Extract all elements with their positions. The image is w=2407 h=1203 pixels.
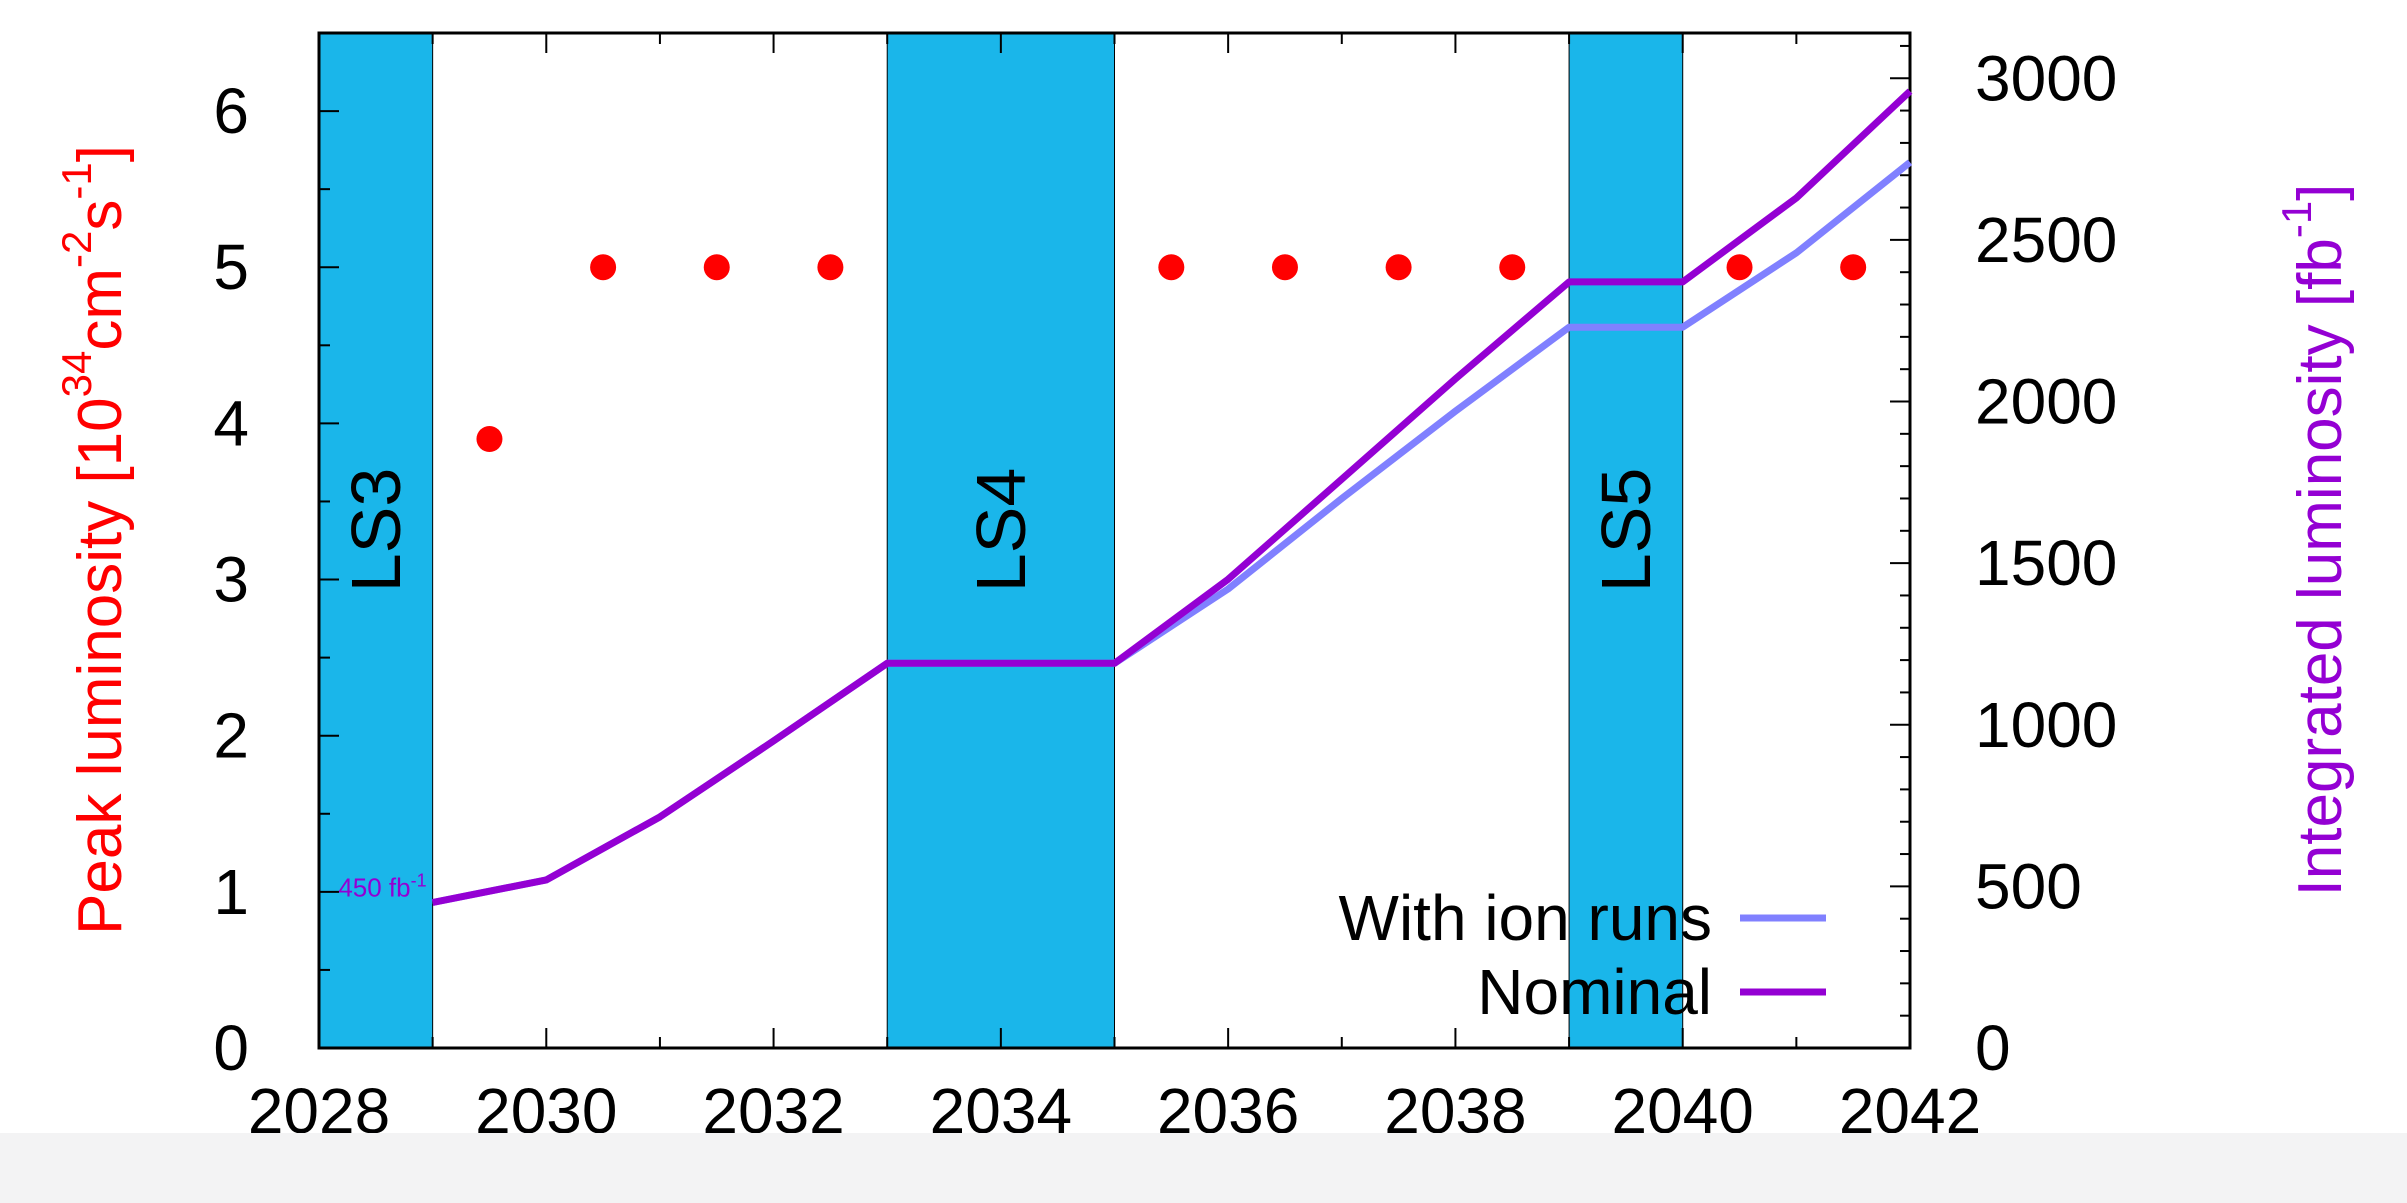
peak-point xyxy=(1726,254,1753,281)
y-left-tick-label: 6 xyxy=(213,75,249,147)
bottom-strip xyxy=(0,1133,2407,1203)
y-right-tick-label: 2500 xyxy=(1975,204,2117,276)
peak-point xyxy=(1499,254,1526,281)
y-left-tick-label: 3 xyxy=(213,544,249,616)
y-left-tick-label: 4 xyxy=(213,387,249,459)
shutdown-band-ls4 xyxy=(886,32,1116,1049)
y-right-tick-label: 1000 xyxy=(1975,689,2117,761)
peak-point xyxy=(1385,254,1412,281)
y-right-tick-label: 2000 xyxy=(1975,366,2117,438)
y-left-tick-label: 0 xyxy=(213,1012,249,1084)
y-left-tick-label: 2 xyxy=(213,700,249,772)
legend-label-nominal: Nominal xyxy=(1477,956,1712,1028)
shutdown-label-ls3: LS3 xyxy=(337,468,415,593)
y-left-tick-label: 5 xyxy=(213,231,249,303)
y-right-axis-title: Integrated luminosity [fb-1] xyxy=(2273,184,2355,897)
peak-point xyxy=(703,254,730,281)
peak-point xyxy=(1271,254,1298,281)
shutdown-label-ls4: LS4 xyxy=(962,468,1040,593)
peak-point xyxy=(1840,254,1867,281)
start-annotation: 450 fb-1 xyxy=(338,871,426,903)
y-right-tick-label: 1500 xyxy=(1975,527,2117,599)
peak-point xyxy=(590,254,617,281)
peak-point xyxy=(817,254,844,281)
series-line-nominal xyxy=(431,88,1913,906)
peak-point xyxy=(476,426,503,452)
shutdown-label-ls5: LS5 xyxy=(1587,468,1665,593)
legend-label-with-ion-runs: With ion runs xyxy=(1339,882,1712,954)
y-right-tick-label: 0 xyxy=(1975,1012,2011,1084)
y-left-axis-title: Peak luminosity [1034cm-2s-1] xyxy=(53,145,135,935)
y-left-tick-label: 1 xyxy=(213,856,249,928)
y-right-tick-label: 3000 xyxy=(1975,42,2117,114)
shutdown-band-ls3 xyxy=(318,32,434,1049)
y-right-tick-label: 500 xyxy=(1975,850,2082,922)
peak-point xyxy=(1158,254,1185,281)
